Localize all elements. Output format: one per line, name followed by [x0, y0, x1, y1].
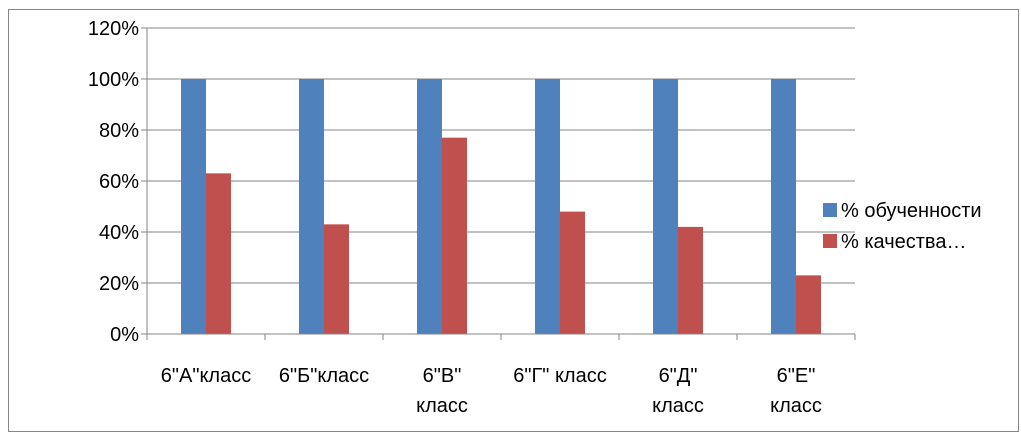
- x-tick-label: 6"Б"класс: [279, 365, 369, 387]
- bar-obuchennost: [299, 79, 324, 334]
- y-tick-label: 0%: [110, 324, 139, 346]
- legend: % обученности % качества…: [823, 200, 982, 253]
- y-tick-labels: 0% 20% 40% 60% 80% 100% 120%: [88, 18, 139, 346]
- legend-label: % обученности: [841, 200, 982, 222]
- bar-kachestvo: [796, 275, 821, 334]
- bar-kachestvo: [206, 173, 231, 334]
- legend-swatch: [823, 203, 837, 217]
- y-tick-label: 20%: [99, 273, 139, 295]
- y-tick-label: 60%: [99, 171, 139, 193]
- bar-obuchennost: [653, 79, 678, 334]
- gridlines: [141, 27, 855, 284]
- bars: [181, 79, 821, 334]
- chart-frame: [8, 9, 1019, 432]
- x-tick-label: 6"А"класс: [161, 365, 251, 387]
- bar-kachestvo: [324, 224, 349, 334]
- y-tick-label: 100%: [88, 69, 139, 91]
- bar-kachestvo: [560, 211, 585, 334]
- bar-obuchennost: [417, 79, 442, 334]
- bar-obuchennost: [181, 79, 206, 334]
- bar-kachestvo: [442, 137, 467, 334]
- bar-obuchennost: [771, 79, 796, 334]
- axes: [141, 28, 856, 340]
- x-tick-label: 6"В" класс: [416, 365, 468, 417]
- y-tick-label: 120%: [88, 18, 139, 40]
- bar-kachestvo: [678, 226, 703, 334]
- x-tick-labels: 6"А"класс 6"Б"класс 6"В" класс 6"Г" класс 6"Д…: [161, 365, 822, 417]
- x-tick-label: 6"Е" класс: [770, 365, 822, 417]
- y-tick-label: 80%: [99, 120, 139, 142]
- legend-swatch: [823, 234, 837, 248]
- x-tick-label: 6"Д" класс: [652, 365, 704, 417]
- legend-label: % качества…: [841, 231, 966, 253]
- bar-obuchennost: [535, 79, 560, 334]
- x-tick-label: 6"Г" класс: [513, 365, 606, 387]
- y-tick-label: 40%: [99, 222, 139, 244]
